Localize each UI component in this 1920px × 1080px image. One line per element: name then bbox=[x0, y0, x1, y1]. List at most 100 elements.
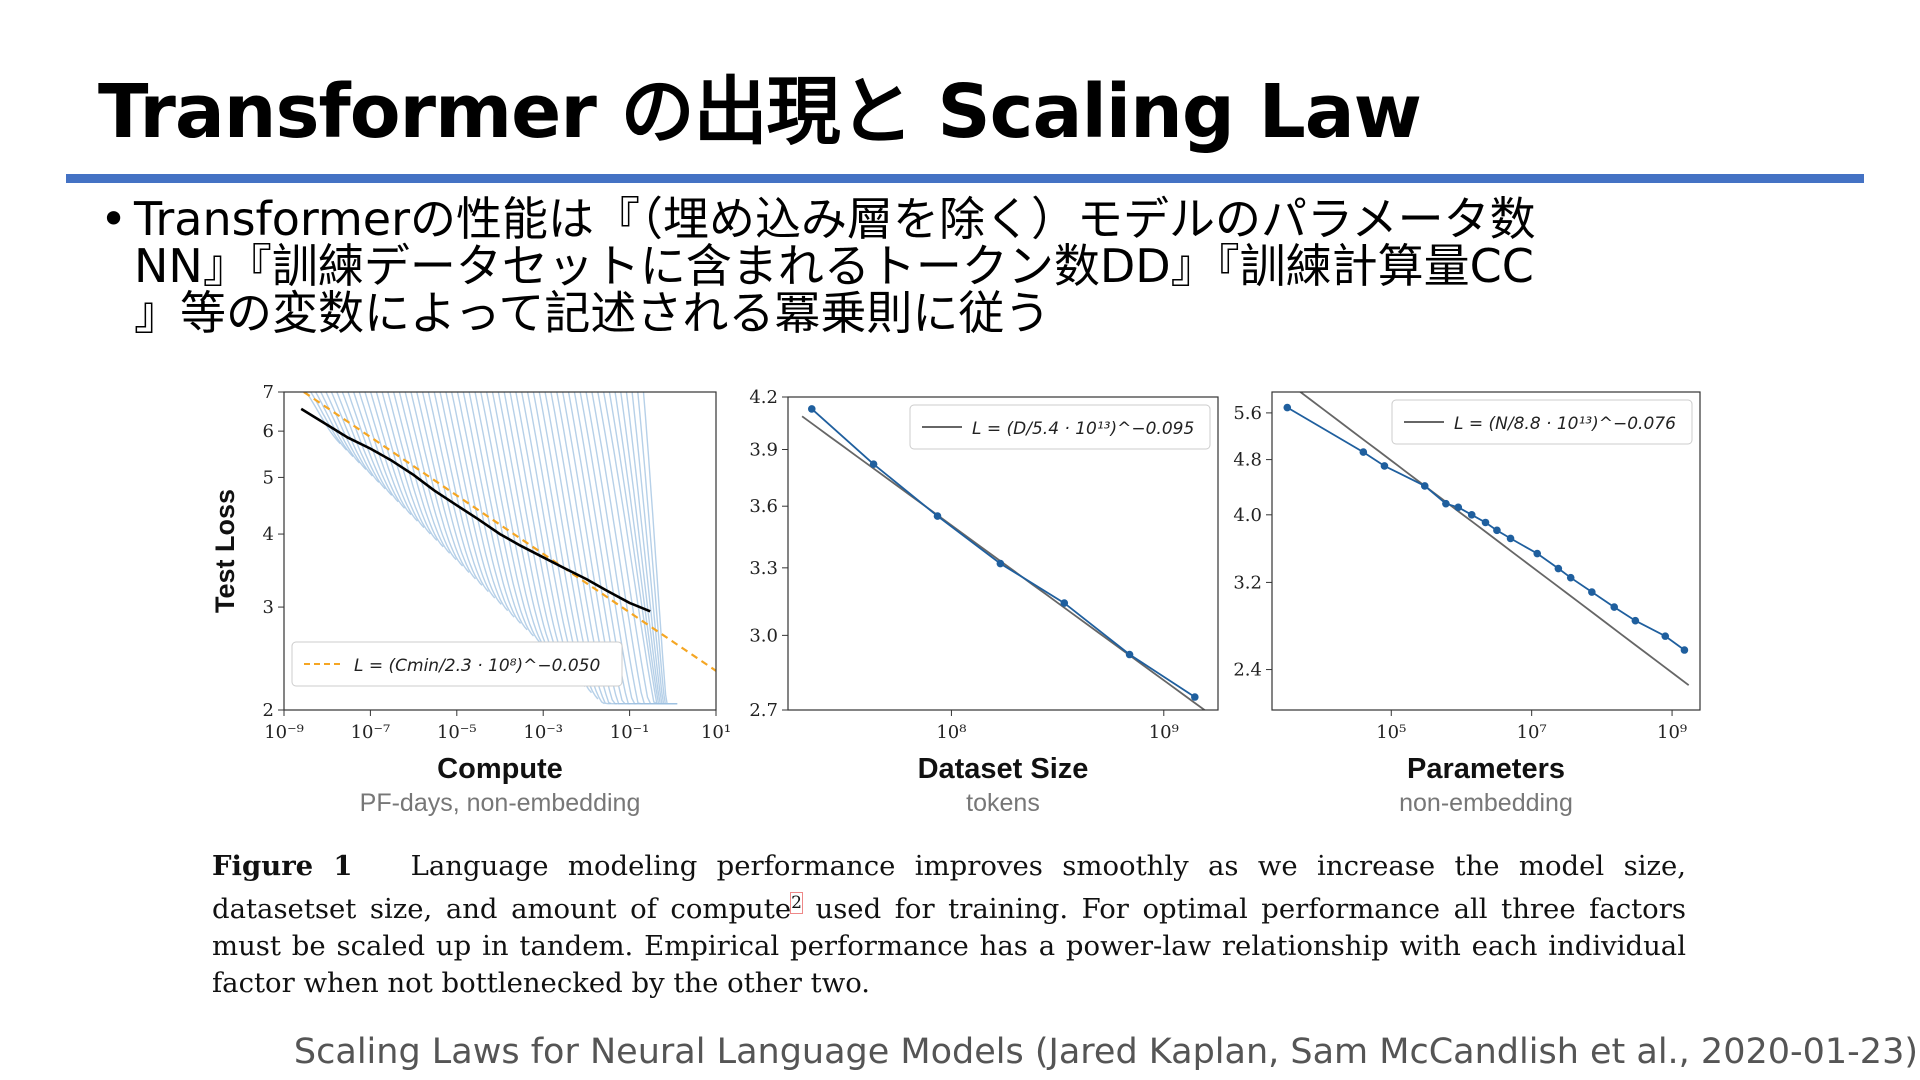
plot-area-2 bbox=[1283, 392, 1690, 686]
training-curve-27 bbox=[456, 392, 515, 618]
training-curve-29 bbox=[468, 392, 528, 631]
y-tick-label-1-4: 3.9 bbox=[749, 439, 778, 460]
x-tick-label-0-3: 10⁻³ bbox=[523, 722, 563, 743]
legend-box-1 bbox=[909, 404, 1211, 450]
data-point-2-14 bbox=[1610, 603, 1619, 611]
y-axis-label-0: Test Loss bbox=[210, 489, 240, 613]
data-point-2-16 bbox=[1661, 632, 1670, 640]
title-rule bbox=[66, 174, 1864, 183]
x-axis-sublabel-1: tokens bbox=[966, 789, 1040, 817]
x-tick-label-0-0: 10⁻⁹ bbox=[264, 722, 304, 743]
training-curve-19 bbox=[410, 392, 464, 567]
training-curve-11 bbox=[364, 392, 412, 516]
training-curve-31 bbox=[480, 392, 541, 643]
y-tick-label-0-5: 7 bbox=[263, 382, 274, 403]
data-point-2-7 bbox=[1481, 518, 1490, 527]
training-curve-33 bbox=[491, 392, 554, 656]
bullet-marker: • bbox=[100, 192, 128, 246]
series-line-1 bbox=[811, 408, 1196, 698]
y-tick-label-0-4: 6 bbox=[263, 421, 274, 442]
caption-part2: used for training. For optimal performan… bbox=[212, 893, 1686, 1000]
power-law-fit-line-1 bbox=[801, 415, 1207, 710]
training-curve-32 bbox=[485, 392, 547, 650]
plot-area-0 bbox=[300, 392, 716, 705]
y-tick-label-1-2: 3.3 bbox=[749, 558, 778, 579]
y-tick-label-1-1: 3.0 bbox=[749, 625, 778, 646]
training-curve-23 bbox=[433, 392, 489, 593]
training-curve-5 bbox=[330, 392, 373, 477]
y-tick-label-0-3: 5 bbox=[263, 467, 274, 488]
data-point-2-6 bbox=[1467, 511, 1476, 519]
x-axis-sublabel-0: PF-days, non-embedding bbox=[360, 789, 641, 817]
training-curve-4 bbox=[325, 392, 367, 470]
x-axis-label-0: Compute bbox=[437, 753, 563, 785]
training-curve-24 bbox=[439, 392, 496, 599]
training-curve-15 bbox=[387, 392, 438, 541]
training-curve-59 bbox=[642, 392, 678, 705]
training-curve-9 bbox=[352, 392, 399, 503]
training-curve-48 bbox=[579, 392, 650, 705]
figure-svg: 10⁻⁹ 10⁻⁷ 10⁻⁵ 10⁻³ 10⁻¹ 10¹ 2 3 4 5 6 7 Compute PF-d… bbox=[210, 382, 1701, 817]
y-tick-label-0-1: 3 bbox=[263, 597, 274, 618]
training-curve-46 bbox=[567, 392, 637, 705]
plot-frame-1 bbox=[787, 396, 1219, 711]
x-tick-label-1-0: 10⁸ bbox=[936, 722, 966, 743]
training-curve-22 bbox=[427, 392, 483, 586]
legend-box-0 bbox=[291, 641, 623, 687]
training-curve-14 bbox=[381, 392, 431, 535]
y-tick-label-1-3: 3.6 bbox=[749, 496, 778, 517]
series-line-2 bbox=[1286, 406, 1685, 651]
source-citation: Scaling Laws for Neural Language Models … bbox=[293, 1032, 1918, 1072]
legend-text-0: L = (Cmin/2.3 · 10⁸)^−0.050 bbox=[354, 656, 600, 676]
legend-text-1: L = (D/5.4 · 10¹³)^−0.095 bbox=[972, 419, 1194, 439]
x-axis-sublabel-2: non-embedding bbox=[1399, 789, 1573, 817]
data-point-2-12 bbox=[1566, 573, 1575, 582]
training-curve-2 bbox=[314, 392, 354, 458]
footnote-link[interactable]: 2 bbox=[790, 892, 803, 914]
x-tick-label-0-4: 10⁻¹ bbox=[610, 722, 650, 743]
scaling-law-figure: 10⁻⁹ 10⁻⁷ 10⁻⁵ 10⁻³ 10⁻¹ 10¹ 2 3 4 5 6 7 Compute PF-d… bbox=[200, 370, 1720, 830]
plot-frame-2 bbox=[1271, 391, 1701, 711]
training-curve-25 bbox=[445, 392, 502, 605]
y-tick-label-2-1: 3.2 bbox=[1233, 572, 1262, 593]
data-point-1-5 bbox=[1125, 650, 1134, 659]
training-curve-58 bbox=[637, 392, 678, 705]
x-tick-label-1-1: 10⁹ bbox=[1149, 722, 1179, 743]
x-axis-label-2: Parameters bbox=[1407, 753, 1565, 785]
training-curve-3 bbox=[319, 392, 361, 464]
y-tick-label-0-0: 2 bbox=[263, 700, 274, 721]
plot-area-1 bbox=[801, 405, 1207, 710]
bullet-line-1: Transformerの性能は『（埋め込み層を除く）モデルのパラメータ数 bbox=[134, 192, 1536, 246]
data-point-2-0 bbox=[1283, 403, 1292, 412]
data-point-1-0 bbox=[807, 405, 816, 413]
training-curve-6 bbox=[336, 392, 380, 483]
y-tick-label-0-2: 4 bbox=[263, 524, 274, 545]
training-curve-17 bbox=[398, 392, 451, 554]
data-point-1-3 bbox=[996, 559, 1005, 568]
data-point-2-1 bbox=[1359, 448, 1368, 456]
training-curve-1 bbox=[309, 392, 348, 451]
data-point-1-6 bbox=[1191, 693, 1199, 701]
data-point-2-10 bbox=[1533, 549, 1542, 558]
training-curve-20 bbox=[416, 392, 470, 573]
training-curve-0 bbox=[305, 392, 341, 445]
training-curve-44 bbox=[556, 392, 624, 705]
bullet-text: Transformerの性能は『（埋め込み層を除く）モデルのパラメータ数 NN』… bbox=[134, 196, 1794, 337]
data-point-2-9 bbox=[1506, 534, 1515, 543]
plot-frame-0 bbox=[283, 391, 717, 711]
legend-text-2: L = (N/8.8 · 10¹³)^−0.076 bbox=[1454, 414, 1676, 434]
bullet-line-2: NN』『訓練データセットに含まれるトークン数DD』『訓練計算量CC bbox=[134, 239, 1534, 293]
data-point-2-17 bbox=[1680, 646, 1689, 654]
x-axis-label-1: Dataset Size bbox=[918, 753, 1089, 785]
x-tick-label-2-0: 10⁵ bbox=[1376, 722, 1406, 743]
y-tick-label-1-5: 4.2 bbox=[749, 387, 778, 408]
x-tick-label-0-5: 10¹ bbox=[701, 722, 731, 743]
data-point-2-5 bbox=[1454, 503, 1463, 512]
data-point-1-2 bbox=[933, 512, 942, 520]
caption-label: Figure 1 bbox=[212, 850, 353, 882]
x-tick-label-2-2: 10⁹ bbox=[1657, 722, 1687, 743]
power-law-fit-line-2 bbox=[1298, 392, 1690, 686]
training-curve-10 bbox=[358, 392, 406, 509]
training-curve-47 bbox=[573, 392, 643, 705]
data-point-2-13 bbox=[1588, 588, 1596, 596]
